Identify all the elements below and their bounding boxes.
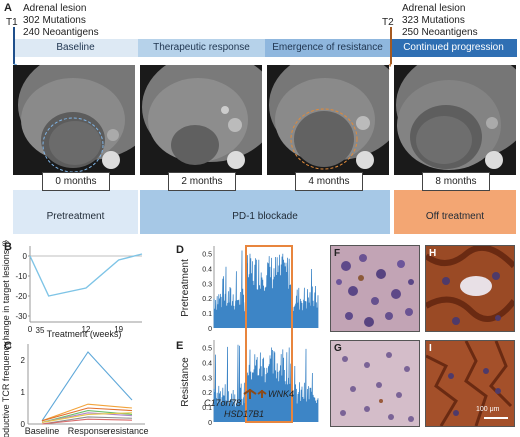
phase-emergence-of-resistance: Emergence of resistance <box>265 39 390 57</box>
scale-bar-label: 100 μm <box>476 406 500 413</box>
panel-b-xtick: 19 <box>114 325 123 334</box>
panel-g-label: G <box>334 343 342 354</box>
panel-d-ytick: 0.5 <box>202 251 212 258</box>
ct-scan-4-months <box>267 65 389 175</box>
histology-h: H <box>425 245 515 332</box>
t2-line-2: 323 Mutations <box>402 15 465 26</box>
month-label-0: 0 months <box>42 172 110 191</box>
panel-b-ytick: 0 <box>23 252 28 261</box>
panel-c-chart: Productive TCR frequency (%) 0 1 2 Baseline… <box>1 338 149 437</box>
panel-b-chart: Change in target lesions (%) Treatment (… <box>1 240 143 340</box>
gene-marker-symbol <box>243 388 267 399</box>
panel-b-series-line <box>29 253 143 297</box>
ct-scan-2-months <box>140 65 262 175</box>
panel-c-ytick: 1 <box>21 388 26 397</box>
t1-info: Adrenal lesion 302 Mutations 240 Neoanti… <box>23 3 99 39</box>
t1-line-1: Adrenal lesion <box>23 3 87 14</box>
panel-c-category: Response <box>68 426 109 436</box>
panel-c-category: resistance <box>107 426 148 436</box>
panel-b-ytick: -30 <box>15 312 27 321</box>
panel-b-extra-label: 35 <box>36 326 45 335</box>
panel-c-ytick: 2 <box>21 356 26 365</box>
histology-g: G <box>330 340 420 427</box>
t2-marker: T2 <box>382 17 394 28</box>
panel-e-ytick: 0.5 <box>202 345 212 352</box>
panel-b-ylabel: Change in target lesions (%) <box>1 240 11 340</box>
t2-line-3: 250 Neoantigens <box>402 27 478 38</box>
gene-label-hsd17b1: HSD17B1 <box>224 409 264 419</box>
treatment-off: Off treatment <box>394 190 516 234</box>
t2-info: Adrenal lesion 323 Mutations 250 Neoanti… <box>402 3 478 39</box>
month-label-2: 2 months <box>168 172 236 191</box>
panel-c-category: Baseline <box>25 426 60 436</box>
ct-scan-0-months <box>13 65 135 175</box>
panel-e-coverage-trace <box>213 344 319 423</box>
panel-b-xtick: 12 <box>82 325 91 334</box>
treatment-pd1-blockade: PD-1 blockade <box>140 190 390 234</box>
t1-marker: T1 <box>6 17 18 28</box>
panel-d-ylabel: Pretreatment <box>180 259 191 317</box>
panel-d-label: D <box>176 244 184 256</box>
t2-line-1: Adrenal lesion <box>402 3 466 14</box>
phase-continued-progression: Continued progression <box>390 39 517 57</box>
panel-d-ytick: 0.4 <box>202 266 212 273</box>
t1-line-2: 302 Mutations <box>23 15 86 26</box>
panel-d-ytick: 0.3 <box>202 281 212 288</box>
panel-e-ytick: 0.3 <box>202 375 212 382</box>
panel-e-ylabel: Resistance <box>180 357 191 407</box>
panel-c-series-line <box>41 412 133 423</box>
panel-e-ytick: 0.1 <box>202 405 212 412</box>
panel-d-baseline <box>214 327 318 328</box>
panel-c-series-line <box>41 351 133 422</box>
histology-f: F <box>330 245 420 332</box>
month-label-4: 4 months <box>295 172 363 191</box>
region-highlight-box <box>245 245 293 423</box>
panel-d-ytick: 0 <box>208 326 212 333</box>
panel-b-ytick: -20 <box>15 292 27 301</box>
t1-line-3: 240 Neoantigens <box>23 27 99 38</box>
panel-c-ylabel: Productive TCR frequency (%) <box>1 338 11 437</box>
panel-c-ytick: 0 <box>21 420 26 429</box>
panel-c-series-line <box>41 407 133 422</box>
panel-d-ytick: 0.1 <box>202 311 212 318</box>
panel-c-series-line <box>41 418 133 425</box>
panel-c-series-line <box>41 403 133 422</box>
gene-label-c17orf78: C17orf78 <box>204 398 241 408</box>
panel-c-label: C <box>4 340 12 352</box>
panel-b-label: B <box>4 241 12 253</box>
gene-label-wnk4: WNK4 <box>268 389 294 399</box>
panel-d-coverage-trace <box>213 250 319 329</box>
panel-b-xlabel: Treatment (weeks) <box>47 329 122 339</box>
panel-d-ytick: 0.2 <box>202 296 212 303</box>
phase-baseline: Baseline <box>13 39 138 57</box>
panel-c-series-line <box>41 416 133 425</box>
panel-i-label: I <box>429 343 432 354</box>
panel-f-label: F <box>334 248 341 259</box>
treatment-pretreatment: Pretreatment <box>13 190 138 234</box>
panel-a-label: A <box>4 2 12 14</box>
panel-e-ytick: 0.4 <box>202 360 212 367</box>
panel-e-label: E <box>176 340 184 352</box>
phase-therapeutic-response: Therapeutic response <box>138 39 265 57</box>
month-label-8: 8 months <box>422 172 490 191</box>
panel-e-ytick: 0.2 <box>202 390 212 397</box>
panel-e-ytick: 0 <box>208 420 212 427</box>
panel-h-label: H <box>429 248 437 259</box>
histology-i: I 100 μm <box>425 340 515 427</box>
panel-b-xtick: 0 <box>28 325 33 334</box>
panel-b-ytick: -10 <box>15 272 27 281</box>
ct-scan-8-months <box>394 65 516 175</box>
panel-de-chart: Pretreatment Resistance 0.5 0.4 0.3 0.2 0.1 0… <box>180 245 319 427</box>
